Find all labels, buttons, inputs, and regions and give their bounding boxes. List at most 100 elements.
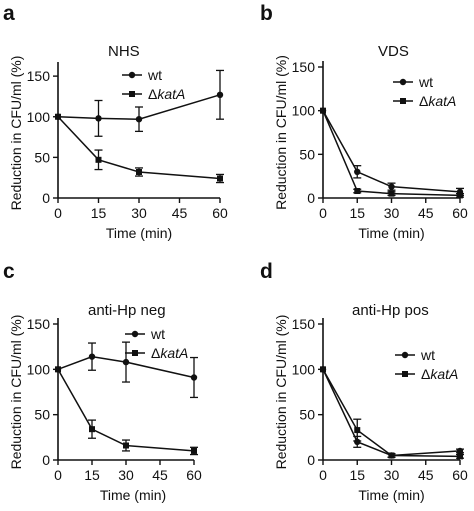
- legend-label: wt: [418, 74, 433, 90]
- legend: wt ΔkatA: [122, 67, 185, 102]
- series-line: [57, 368, 195, 452]
- x-tick-label: 45: [152, 467, 168, 483]
- x-tick-label: 45: [172, 205, 188, 221]
- x-tick-label: 60: [186, 467, 202, 483]
- data-point: [123, 442, 129, 449]
- legend-label-delta: Δ: [148, 86, 157, 102]
- data-point: [456, 447, 464, 455]
- legend-marker: [402, 371, 408, 377]
- series-wt: [54, 69, 224, 137]
- data-point: [216, 91, 224, 99]
- chart-title: VDS: [378, 43, 409, 60]
- data-point: [95, 115, 102, 122]
- data-point: [320, 366, 326, 373]
- x-tick-label: 60: [212, 205, 228, 221]
- x-tick-label: 0: [319, 205, 327, 221]
- legend-marker: [399, 78, 407, 86]
- legend-label: ΔkatA: [419, 93, 456, 109]
- data-point: [95, 156, 102, 163]
- x-tick-label: 60: [452, 467, 468, 483]
- chart-panel-a: a NHS 0 50 100 150 0 15 30 45 60 Time (min) Reductio…: [3, 2, 228, 241]
- y-tick-label: 0: [42, 452, 50, 468]
- y-tick-label: 0: [307, 190, 315, 206]
- legend: wt ΔkatA: [393, 74, 456, 109]
- chart-title: anti-Hp neg: [88, 302, 166, 319]
- legend-label: wt: [147, 67, 162, 83]
- y-tick-label: 50: [34, 149, 50, 165]
- x-tick-label: 30: [131, 205, 147, 221]
- series-wt: [54, 341, 198, 399]
- data-point: [122, 358, 130, 366]
- y-axis-title: Reduction in CFU/ml (%): [8, 315, 24, 470]
- y-tick-label: 50: [299, 146, 315, 162]
- x-tick-label: 15: [91, 205, 107, 221]
- legend: wt ΔkatA: [125, 326, 188, 361]
- x-axis-title: Time (min): [358, 487, 424, 503]
- x-tick-label: 0: [54, 205, 62, 221]
- series-line: [322, 110, 461, 193]
- x-tick-label: 45: [418, 205, 434, 221]
- data-point: [191, 447, 197, 454]
- y-tick-label: 100: [27, 361, 51, 377]
- panel-label: a: [3, 2, 15, 25]
- x-axis-title: Time (min): [100, 487, 166, 503]
- y-tick-label: 150: [27, 68, 51, 84]
- y-tick-label: 0: [307, 452, 315, 468]
- y-tick-label: 150: [27, 316, 51, 332]
- y-tick-label: 0: [42, 190, 50, 206]
- data-point: [388, 183, 395, 190]
- data-point: [89, 426, 95, 433]
- series-line: [57, 94, 221, 120]
- legend-label: wt: [420, 347, 435, 363]
- series-katA: [320, 366, 464, 460]
- legend-marker: [131, 330, 139, 338]
- y-tick-label: 150: [292, 59, 316, 75]
- data-point: [354, 427, 361, 434]
- data-point: [55, 113, 61, 120]
- y-axis-title: Reduction in CFU/ml (%): [8, 56, 24, 211]
- data-point: [217, 175, 223, 182]
- x-tick-label: 60: [452, 205, 468, 221]
- x-tick-label: 0: [319, 467, 327, 483]
- series-line: [57, 355, 195, 379]
- series-line: [57, 116, 221, 180]
- data-point: [135, 115, 143, 123]
- panel-label: d: [260, 260, 273, 283]
- x-tick-label: 30: [118, 467, 134, 483]
- panel-label: b: [260, 2, 273, 25]
- chart-title: NHS: [108, 43, 140, 60]
- y-tick-label: 50: [299, 407, 315, 423]
- y-tick-label: 100: [27, 109, 51, 125]
- legend-label: ΔkatA: [148, 86, 185, 102]
- data-point: [88, 353, 96, 360]
- legend-label-delta: Δ: [419, 93, 428, 109]
- data-point: [55, 366, 61, 373]
- legend-label-gene: katA: [430, 366, 458, 382]
- legend-label-gene: katA: [157, 86, 185, 102]
- chart-panel-c: c anti-Hp neg 0 50 100 150 0 15 30 45 60 Time (min)…: [3, 260, 202, 503]
- x-tick-label: 45: [418, 467, 434, 483]
- series-line: [322, 110, 461, 197]
- y-tick-label: 150: [292, 316, 316, 332]
- legend-label-delta: Δ: [421, 366, 430, 382]
- legend-label: wt: [150, 326, 165, 342]
- data-point: [388, 452, 395, 459]
- data-point: [388, 190, 395, 197]
- data-point: [457, 453, 463, 460]
- series-line: [322, 369, 461, 457]
- legend: wt ΔkatA: [395, 347, 458, 382]
- y-tick-label: 100: [292, 361, 316, 377]
- legend-marker: [129, 91, 135, 97]
- x-tick-label: 30: [384, 205, 400, 221]
- x-axis-title: Time (min): [106, 225, 172, 241]
- y-tick-label: 100: [292, 103, 316, 119]
- legend-label-gene: katA: [428, 93, 456, 109]
- x-tick-label: 30: [384, 467, 400, 483]
- panel-label: c: [3, 260, 15, 283]
- x-tick-label: 15: [349, 205, 365, 221]
- data-point: [354, 188, 361, 195]
- legend-marker: [401, 351, 409, 359]
- chart-panel-b: b VDS 0 50 100 150 0 15 30 45 60 Time (min) Reductio…: [260, 2, 468, 241]
- legend-marker: [128, 71, 136, 79]
- legend-marker: [132, 350, 138, 356]
